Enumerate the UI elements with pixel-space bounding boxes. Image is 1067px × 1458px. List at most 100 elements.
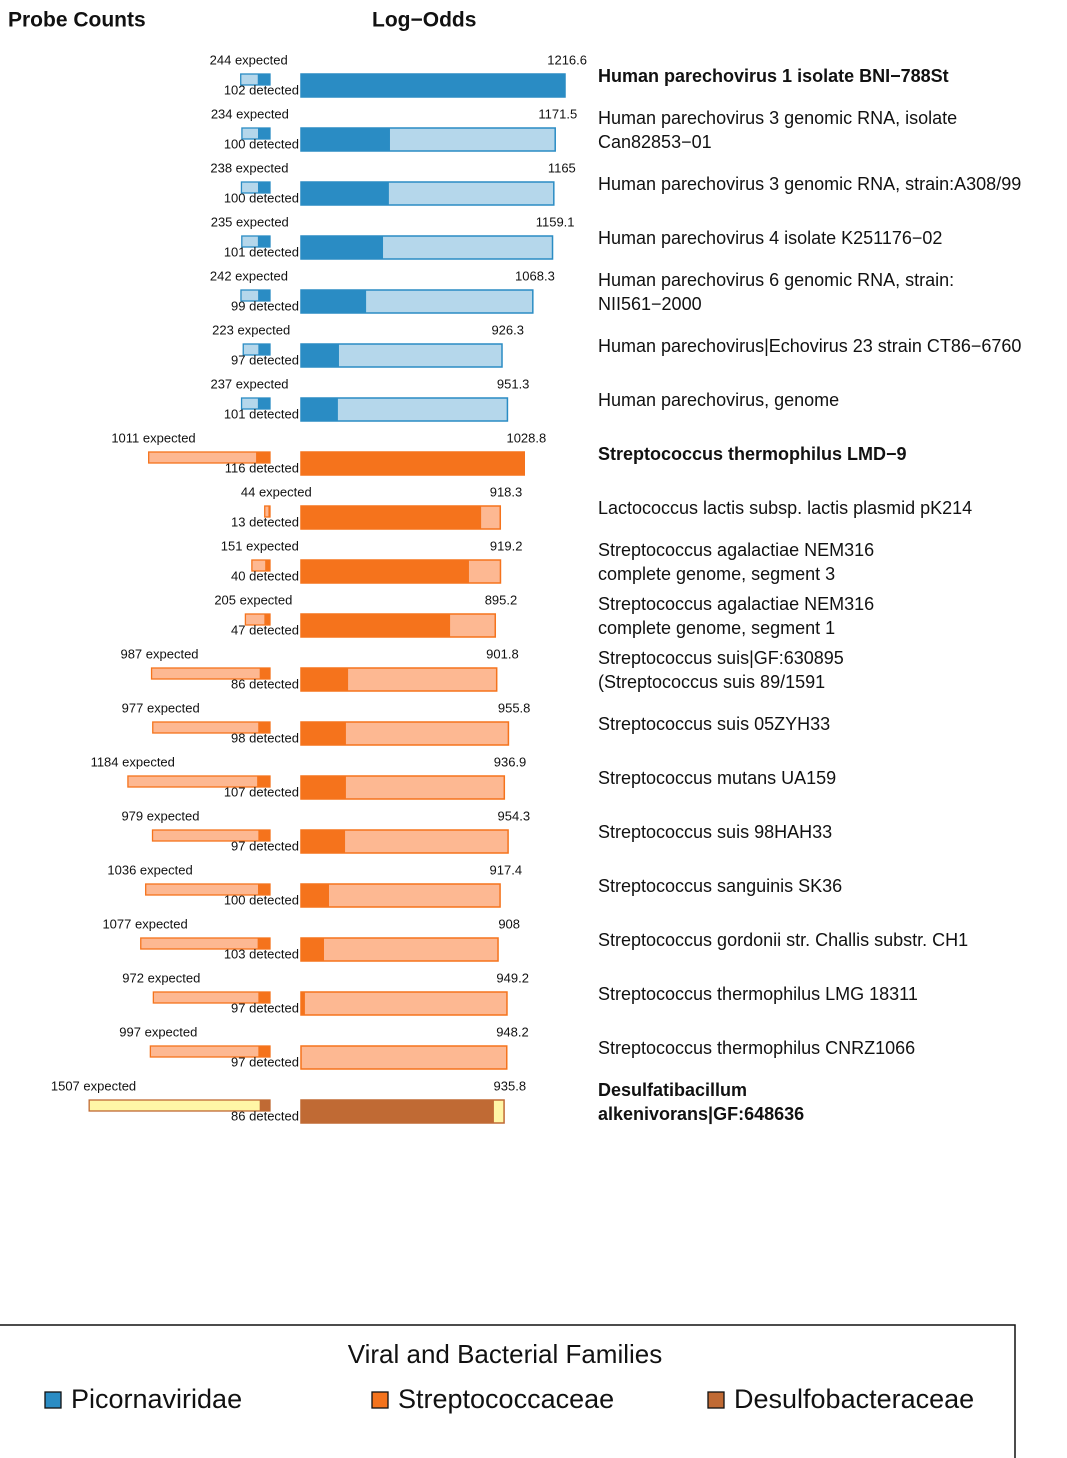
log-odds-label: 1028.8: [506, 430, 546, 445]
legend-swatch: [707, 1391, 725, 1409]
detected-label: 101 detected: [224, 244, 299, 259]
log-odds-label: 935.8: [494, 1078, 527, 1093]
expected-label: 987 expected: [120, 646, 198, 661]
detected-label: 103 detected: [224, 946, 299, 961]
log-odds-dark: [301, 722, 346, 745]
row-label: Streptococcus thermophilus LMG 18311: [598, 984, 918, 1004]
row-label: alkenivorans|GF:648636: [598, 1104, 804, 1124]
detected-bar: [258, 722, 270, 733]
detected-label: 13 detected: [231, 514, 299, 529]
detected-bar: [258, 182, 270, 193]
expected-label: 223 expected: [212, 322, 290, 337]
expected-label: 1507 expected: [51, 1078, 136, 1093]
detected-label: 101 detected: [224, 406, 299, 421]
legend-label: Desulfobacteraceae: [734, 1384, 974, 1414]
log-odds-dark: [301, 128, 390, 151]
log-odds-label: 1216.6: [547, 52, 587, 67]
legend-label: Picornaviridae: [71, 1384, 242, 1414]
log-odds-dark: [301, 938, 325, 961]
row-label: Desulfatibacillum: [598, 1080, 747, 1100]
detected-bar: [258, 830, 270, 841]
expected-label: 234 expected: [211, 106, 289, 121]
expected-label: 238 expected: [210, 160, 288, 175]
row-label: Human parechovirus 1 isolate BNI−788St: [598, 66, 949, 86]
row-label: Streptococcus mutans UA159: [598, 768, 836, 788]
detected-label: 100 detected: [224, 190, 299, 205]
row-label: Streptococcus suis|GF:630895: [598, 648, 844, 668]
row-label: Human parechovirus 4 isolate K251176−02: [598, 228, 942, 248]
detected-label: 98 detected: [231, 730, 299, 745]
row-label: complete genome, segment 3: [598, 564, 835, 584]
expected-label: 205 expected: [214, 592, 292, 607]
detected-bar: [258, 884, 270, 895]
detected-label: 107 detected: [224, 784, 299, 799]
detected-label: 97 detected: [231, 838, 299, 853]
log-odds-label: 908: [498, 916, 520, 931]
log-odds-dark: [301, 398, 338, 421]
detected-label: 47 detected: [231, 622, 299, 637]
row-label: Streptococcus gordonii str. Challis subs…: [598, 930, 968, 950]
expected-label: 151 expected: [221, 538, 299, 553]
detected-label: 97 detected: [231, 1000, 299, 1015]
detected-bar: [258, 1046, 270, 1057]
expected-label: 244 expected: [210, 52, 288, 67]
expected-label: 972 expected: [122, 970, 200, 985]
log-odds-label: 1159.1: [536, 214, 575, 229]
row-label: (Streptococcus suis 89/1591: [598, 672, 825, 692]
log-odds-dark: [301, 992, 305, 1015]
log-odds-label: 1165: [548, 160, 576, 175]
legend-swatch: [44, 1391, 62, 1409]
row-label: NII561−2000: [598, 294, 702, 314]
expected-label: 979 expected: [121, 808, 199, 823]
legend-label: Streptococcaceae: [398, 1384, 614, 1414]
detected-bar: [258, 992, 270, 1003]
expected-label: 237 expected: [210, 376, 288, 391]
log-odds-dark: [301, 290, 367, 313]
detected-bar: [265, 560, 270, 571]
row-label: Human parechovirus 3 genomic RNA, isolat…: [598, 108, 957, 128]
detected-bar: [257, 398, 270, 409]
log-odds-dark: [301, 506, 482, 529]
expected-label: 1077 expected: [102, 916, 187, 931]
detected-bar: [258, 290, 270, 301]
row-label: Streptococcus thermophilus LMD−9: [598, 444, 907, 464]
expected-label: 977 expected: [122, 700, 200, 715]
expected-label: 44 expected: [241, 484, 312, 499]
log-odds-label: 917.4: [490, 862, 523, 877]
log-odds-bar: [300, 991, 508, 1016]
detected-label: 99 detected: [231, 298, 299, 313]
detected-bar: [258, 128, 270, 139]
log-odds-label: 1171.5: [538, 106, 577, 121]
log-odds-label: 926.3: [491, 322, 524, 337]
log-odds-label: 901.8: [486, 646, 519, 661]
detected-label: 100 detected: [224, 892, 299, 907]
detected-bar: [259, 1100, 270, 1111]
row-label: Lactococcus lactis subsp. lactis plasmid…: [598, 498, 972, 518]
row-label: Human parechovirus 3 genomic RNA, strain…: [598, 174, 1021, 194]
log-odds-dark: [301, 182, 389, 205]
chart-subtitle: Log−Odds: [372, 9, 476, 32]
log-odds-label: 1068.3: [515, 268, 555, 283]
row-label: Streptococcus sanguinis SK36: [598, 876, 842, 896]
detected-bar: [257, 776, 270, 787]
log-odds-dark: [301, 668, 349, 691]
detected-label: 100 detected: [224, 136, 299, 151]
row-label: complete genome, segment 1: [598, 618, 835, 638]
log-odds-dark: [301, 830, 346, 853]
expected-label: 1184 expected: [91, 754, 175, 769]
log-odds-bar: [300, 883, 501, 908]
log-odds-label: 954.3: [498, 808, 531, 823]
log-odds-label: 919.2: [490, 538, 523, 553]
detected-bar: [257, 74, 270, 85]
detected-label: 86 detected: [231, 1108, 299, 1123]
log-odds-bar: [300, 937, 499, 962]
detected-bar: [264, 614, 270, 625]
row-label: Human parechovirus|Echovirus 23 strain C…: [598, 336, 1021, 356]
detected-bar: [256, 452, 270, 463]
log-odds-dark: [301, 236, 384, 259]
log-odds-dark: [301, 74, 566, 97]
legend-box: [0, 1324, 1016, 1458]
expected-label: 1011 expected: [111, 430, 195, 445]
detected-label: 86 detected: [231, 676, 299, 691]
